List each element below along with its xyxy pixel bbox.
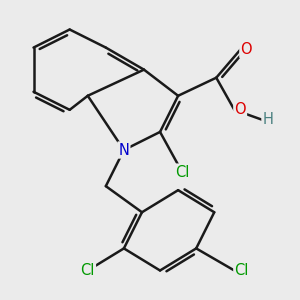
Text: N: N	[118, 142, 129, 158]
Text: Cl: Cl	[234, 263, 249, 278]
Text: Cl: Cl	[81, 263, 95, 278]
Text: O: O	[234, 102, 246, 117]
Text: Cl: Cl	[175, 165, 189, 180]
Text: H: H	[262, 112, 273, 128]
Text: O: O	[240, 42, 252, 57]
